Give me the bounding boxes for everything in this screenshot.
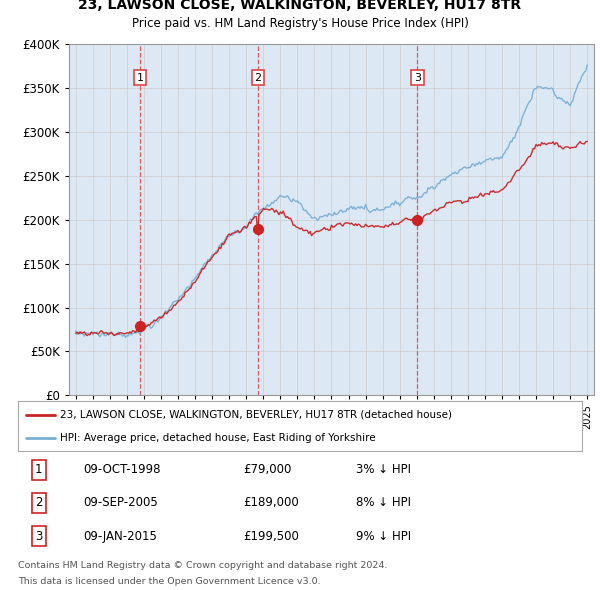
Text: 2: 2 xyxy=(35,496,43,510)
Text: £199,500: £199,500 xyxy=(244,529,299,543)
Text: Contains HM Land Registry data © Crown copyright and database right 2024.: Contains HM Land Registry data © Crown c… xyxy=(18,561,388,570)
Text: 8% ↓ HPI: 8% ↓ HPI xyxy=(356,496,412,510)
Text: 09-SEP-2005: 09-SEP-2005 xyxy=(83,496,158,510)
Text: 23, LAWSON CLOSE, WALKINGTON, BEVERLEY, HU17 8TR: 23, LAWSON CLOSE, WALKINGTON, BEVERLEY, … xyxy=(79,0,521,12)
Text: 3: 3 xyxy=(35,529,43,543)
Text: 2: 2 xyxy=(254,73,262,83)
Text: 3% ↓ HPI: 3% ↓ HPI xyxy=(356,463,412,477)
Text: 1: 1 xyxy=(35,463,43,477)
Text: 1: 1 xyxy=(137,73,143,83)
Text: This data is licensed under the Open Government Licence v3.0.: This data is licensed under the Open Gov… xyxy=(18,577,320,586)
Text: 3: 3 xyxy=(414,73,421,83)
Text: Price paid vs. HM Land Registry's House Price Index (HPI): Price paid vs. HM Land Registry's House … xyxy=(131,17,469,30)
Text: 09-JAN-2015: 09-JAN-2015 xyxy=(83,529,157,543)
Text: £189,000: £189,000 xyxy=(244,496,299,510)
Text: 23, LAWSON CLOSE, WALKINGTON, BEVERLEY, HU17 8TR (detached house): 23, LAWSON CLOSE, WALKINGTON, BEVERLEY, … xyxy=(60,409,452,419)
Text: 09-OCT-1998: 09-OCT-1998 xyxy=(83,463,160,477)
Text: £79,000: £79,000 xyxy=(244,463,292,477)
Text: 9% ↓ HPI: 9% ↓ HPI xyxy=(356,529,412,543)
Text: HPI: Average price, detached house, East Riding of Yorkshire: HPI: Average price, detached house, East… xyxy=(60,433,376,443)
